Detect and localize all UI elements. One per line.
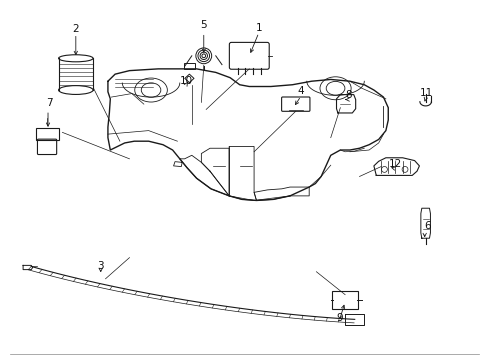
Text: 9: 9 <box>335 312 342 323</box>
Text: 2: 2 <box>72 24 79 34</box>
Text: 7: 7 <box>46 98 53 108</box>
Text: 11: 11 <box>419 87 432 98</box>
Text: 3: 3 <box>97 261 104 271</box>
Text: 8: 8 <box>345 90 351 100</box>
Text: 1: 1 <box>255 23 262 33</box>
Text: 6: 6 <box>424 221 430 231</box>
Text: 5: 5 <box>200 21 206 31</box>
Text: 12: 12 <box>388 159 401 169</box>
Text: 4: 4 <box>297 86 304 96</box>
Text: 10: 10 <box>179 76 192 86</box>
